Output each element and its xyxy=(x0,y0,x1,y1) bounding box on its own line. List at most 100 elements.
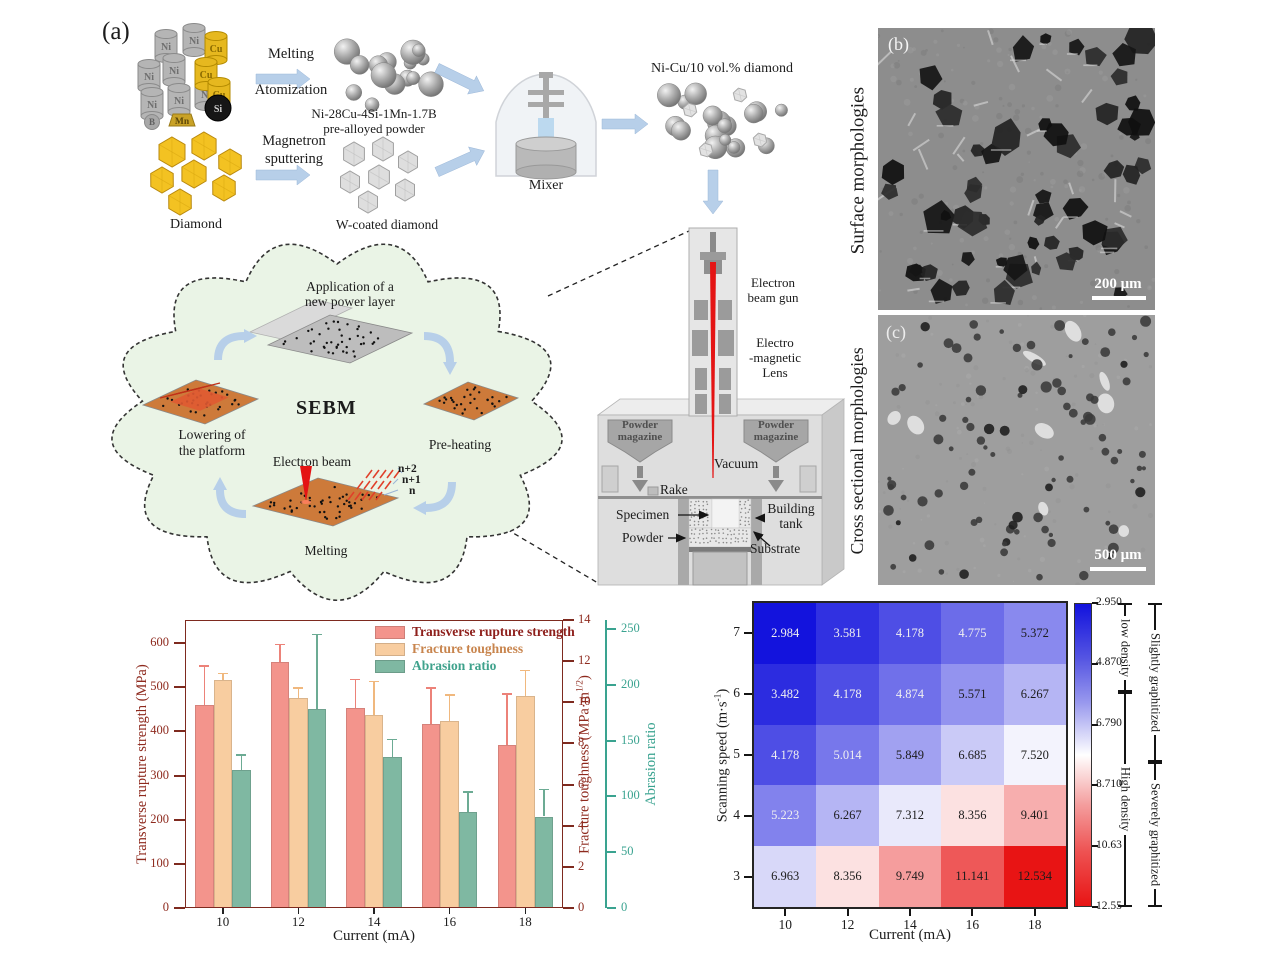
axis-tick xyxy=(174,774,185,777)
powder-feed-arrow xyxy=(768,480,784,492)
magazine-left-1: Powder xyxy=(621,419,659,431)
bracket-high-density: High density xyxy=(1112,692,1138,908)
bracket-line xyxy=(1124,834,1126,906)
heatmap-cell: 4.178 xyxy=(816,663,879,725)
x-tick-label: 18 xyxy=(518,914,532,929)
cycle-arrow-head xyxy=(244,329,257,343)
mixture-caption: Ni-Cu/10 vol.% diamond xyxy=(651,61,793,76)
element-label: Si xyxy=(214,104,223,115)
error-bar-cap xyxy=(199,665,210,667)
build-table xyxy=(598,496,822,499)
mixed-powder xyxy=(657,83,681,108)
axis-tick-label: 0 xyxy=(621,900,628,914)
axis-tick xyxy=(563,907,574,909)
error-bar xyxy=(524,670,527,697)
mixed-powder xyxy=(717,118,733,134)
error-bar xyxy=(391,739,394,758)
axis-tick-label: 100 xyxy=(150,855,169,870)
heatmap-cell: 2.984 xyxy=(754,603,817,664)
error-bar xyxy=(316,634,318,710)
error-bar-cap xyxy=(538,788,549,791)
error-bar-cap xyxy=(293,687,304,689)
axis-tick xyxy=(524,908,526,914)
tank-label-2: tank xyxy=(779,516,803,531)
heatmap-cell: 7.520 xyxy=(1003,724,1066,786)
specimen-label: Specimen xyxy=(616,507,670,522)
bar xyxy=(213,679,233,908)
axis-tick-label: 6 xyxy=(578,776,585,791)
mixed-powder xyxy=(702,105,723,126)
panel-c-label: (c) xyxy=(886,322,906,342)
layer-n2: n+2 xyxy=(398,463,417,475)
panel-c-scale-bar xyxy=(1090,567,1146,571)
magnetic-lens-block xyxy=(695,394,707,414)
cycle-arrow-head xyxy=(443,362,457,375)
bar xyxy=(364,714,384,908)
error-bar-cap xyxy=(274,643,285,646)
layer-n1: n+1 xyxy=(402,474,421,486)
legend-swatch xyxy=(375,643,405,656)
cycle-arrow-top-right xyxy=(423,332,454,363)
bar xyxy=(534,816,553,908)
step-melting: Melting xyxy=(268,46,314,62)
axis-tick xyxy=(174,862,185,865)
heatmap-xlabel: Current (mA) xyxy=(868,927,952,943)
axis-tick-label: 50 xyxy=(621,844,634,859)
cycle-arrow-head xyxy=(213,477,227,490)
error-bar xyxy=(506,693,508,745)
x-tick-label: 16 xyxy=(965,917,980,932)
axis-tick xyxy=(607,795,616,798)
heatmap-cell: 4.775 xyxy=(941,603,1004,664)
y-tick-label: 6 xyxy=(733,685,740,701)
colorbar-tick-label: 6.790 xyxy=(1096,717,1122,730)
mixer-caption: Mixer xyxy=(528,178,564,193)
y-tick-label: 7 xyxy=(733,624,740,640)
error-bar-cap xyxy=(236,754,247,756)
magazine-right-2: magazine xyxy=(753,431,799,443)
powder-magazine xyxy=(743,419,809,463)
y-tick-label: 5 xyxy=(733,746,740,761)
axis-tick xyxy=(563,824,574,827)
sem-void xyxy=(887,411,901,425)
legend-swatch xyxy=(375,626,405,639)
prealloyed-powder xyxy=(345,84,363,101)
lens-label-1: Electro xyxy=(756,335,794,350)
axis-tick-label: 100 xyxy=(621,788,640,803)
mixer-bar xyxy=(528,102,564,107)
prealloyed-powder xyxy=(412,43,426,57)
error-bar-cap xyxy=(426,687,436,689)
bracket-cap xyxy=(1118,692,1132,694)
bar-xlabel: Current (mA) xyxy=(332,928,416,944)
axis-tick xyxy=(607,627,616,630)
bar xyxy=(195,704,214,908)
bar xyxy=(307,709,327,908)
axis-tick xyxy=(744,754,752,756)
x-tick-label: 14 xyxy=(903,917,917,932)
element-label: Ni xyxy=(144,72,154,83)
axis-tick xyxy=(846,909,849,916)
error-bar-cap xyxy=(463,791,473,793)
axis-tick xyxy=(744,814,752,817)
magnetic-lens-block xyxy=(719,368,731,390)
sebm-apply-1: Application of a xyxy=(306,279,394,294)
axis-tick xyxy=(222,908,224,914)
sebm-title: SEBM xyxy=(296,397,357,419)
heatmap-cell: 12.534 xyxy=(1003,846,1066,907)
powder-feed-arrow xyxy=(632,480,648,492)
error-bar-cap xyxy=(444,694,455,696)
axis-tick xyxy=(607,739,616,742)
colorbar-tick xyxy=(1092,845,1098,848)
sem-void xyxy=(1038,501,1049,516)
bracket-line xyxy=(1154,605,1156,631)
error-bar xyxy=(354,679,357,709)
error-bar-cap xyxy=(520,669,531,672)
plate-preheating xyxy=(422,381,520,421)
heatmap-cell: 6.685 xyxy=(941,724,1004,786)
cycle-arrow-bottom-right xyxy=(425,481,456,512)
bracket-line xyxy=(1154,889,1156,905)
error-bar xyxy=(279,644,281,662)
panel-a-label: (a) xyxy=(102,18,130,45)
panel-b-side-title: Surface morphologies xyxy=(847,87,869,255)
element-b xyxy=(144,114,160,130)
recoater-sheet xyxy=(248,299,354,341)
